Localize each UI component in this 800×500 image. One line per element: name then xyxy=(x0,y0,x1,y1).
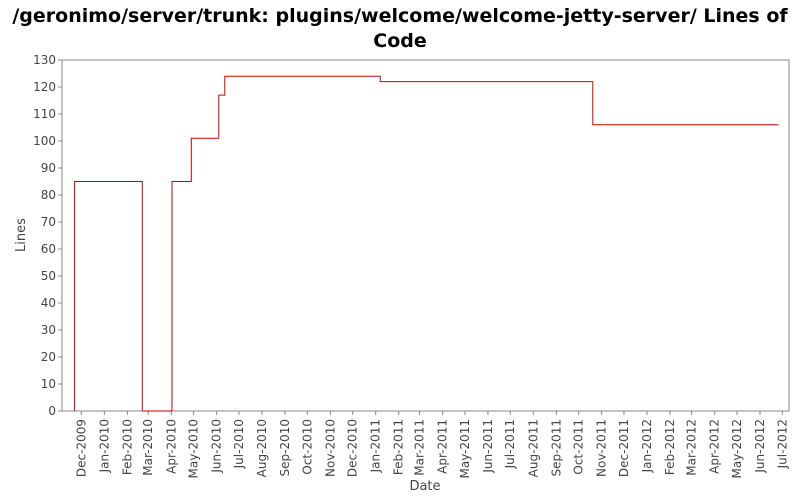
x-tick-label: Feb-2010 xyxy=(120,419,134,475)
x-tick-label: Sep-2010 xyxy=(278,419,292,477)
x-tick-label: Dec-2009 xyxy=(74,419,88,477)
y-axis-label: Lines xyxy=(14,218,29,252)
x-tick-label: Jun-2011 xyxy=(481,419,495,474)
x-tick-label: Nov-2011 xyxy=(595,419,609,477)
chart-title-line-2: Code xyxy=(373,30,427,52)
x-tick-label: Oct-2011 xyxy=(572,419,586,475)
x-tick-label: Jul-2012 xyxy=(775,419,789,469)
x-tick-label: Aug-2010 xyxy=(255,419,269,477)
y-tick-label: 50 xyxy=(41,269,56,283)
x-tick-label: Apr-2010 xyxy=(164,419,178,474)
y-tick-label: 70 xyxy=(41,215,56,229)
series-group xyxy=(74,75,779,412)
x-tick-label: Jul-2011 xyxy=(503,419,517,469)
x-tick-label: Nov-2010 xyxy=(323,419,337,477)
y-tick-label: 10 xyxy=(41,377,56,391)
chart-title: /geronimo/server/trunk: plugins/welcome/… xyxy=(0,4,800,54)
x-tick-label: Jun-2012 xyxy=(753,419,767,474)
x-tick-label: Oct-2010 xyxy=(300,419,314,475)
x-tick-label: Jan-2012 xyxy=(640,419,654,473)
y-tick-label: 110 xyxy=(33,107,56,121)
x-tick-label: Mar-2012 xyxy=(685,419,699,476)
y-tick-label: 130 xyxy=(33,53,56,67)
y-tick-label: 100 xyxy=(33,134,56,148)
y-tick-label: 40 xyxy=(41,296,56,310)
x-axis-label: Date xyxy=(409,479,440,494)
x-tick-label: Jul-2010 xyxy=(232,419,246,469)
x-tick-label: Mar-2011 xyxy=(413,419,427,476)
chart-title-line-1: /geronimo/server/trunk: plugins/welcome/… xyxy=(12,5,788,27)
x-tick-label: Apr-2011 xyxy=(436,419,450,474)
x-tick-label: Mar-2010 xyxy=(141,419,155,476)
x-tick-label: Aug-2011 xyxy=(526,419,540,477)
y-tick-label: 120 xyxy=(33,80,56,94)
plot-area xyxy=(61,59,790,412)
y-axis: 0 10 20 30 40 50 60 70 80 90 100 110 120 130 xyxy=(33,53,62,418)
x-tick-label: Feb-2012 xyxy=(663,419,677,475)
x-tick-label: May-2010 xyxy=(187,419,201,478)
x-tick-label: Sep-2011 xyxy=(549,419,563,477)
x-axis: Dec-2009 Jan-2010 Feb-2010 Mar-2010 Apr-2010… xyxy=(74,411,789,478)
y-tick-label: 30 xyxy=(41,323,56,337)
x-tick-label: Jun-2010 xyxy=(210,419,224,474)
y-tick-label: 60 xyxy=(41,242,56,256)
series-line xyxy=(74,75,779,412)
x-tick-label: Dec-2010 xyxy=(346,419,360,477)
x-tick-label: Jan-2011 xyxy=(369,419,383,473)
y-tick-label: 0 xyxy=(48,404,56,418)
y-tick-label: 90 xyxy=(41,161,56,175)
x-tick-label: May-2011 xyxy=(458,419,472,478)
x-tick-label: Apr-2012 xyxy=(708,419,722,474)
y-tick-label: 80 xyxy=(41,188,56,202)
x-tick-label: Dec-2011 xyxy=(617,419,631,477)
y-tick-label: 20 xyxy=(41,350,56,364)
x-tick-label: Jan-2010 xyxy=(97,419,111,473)
x-tick-label: Feb-2011 xyxy=(392,419,406,475)
x-tick-label: May-2012 xyxy=(730,419,744,478)
